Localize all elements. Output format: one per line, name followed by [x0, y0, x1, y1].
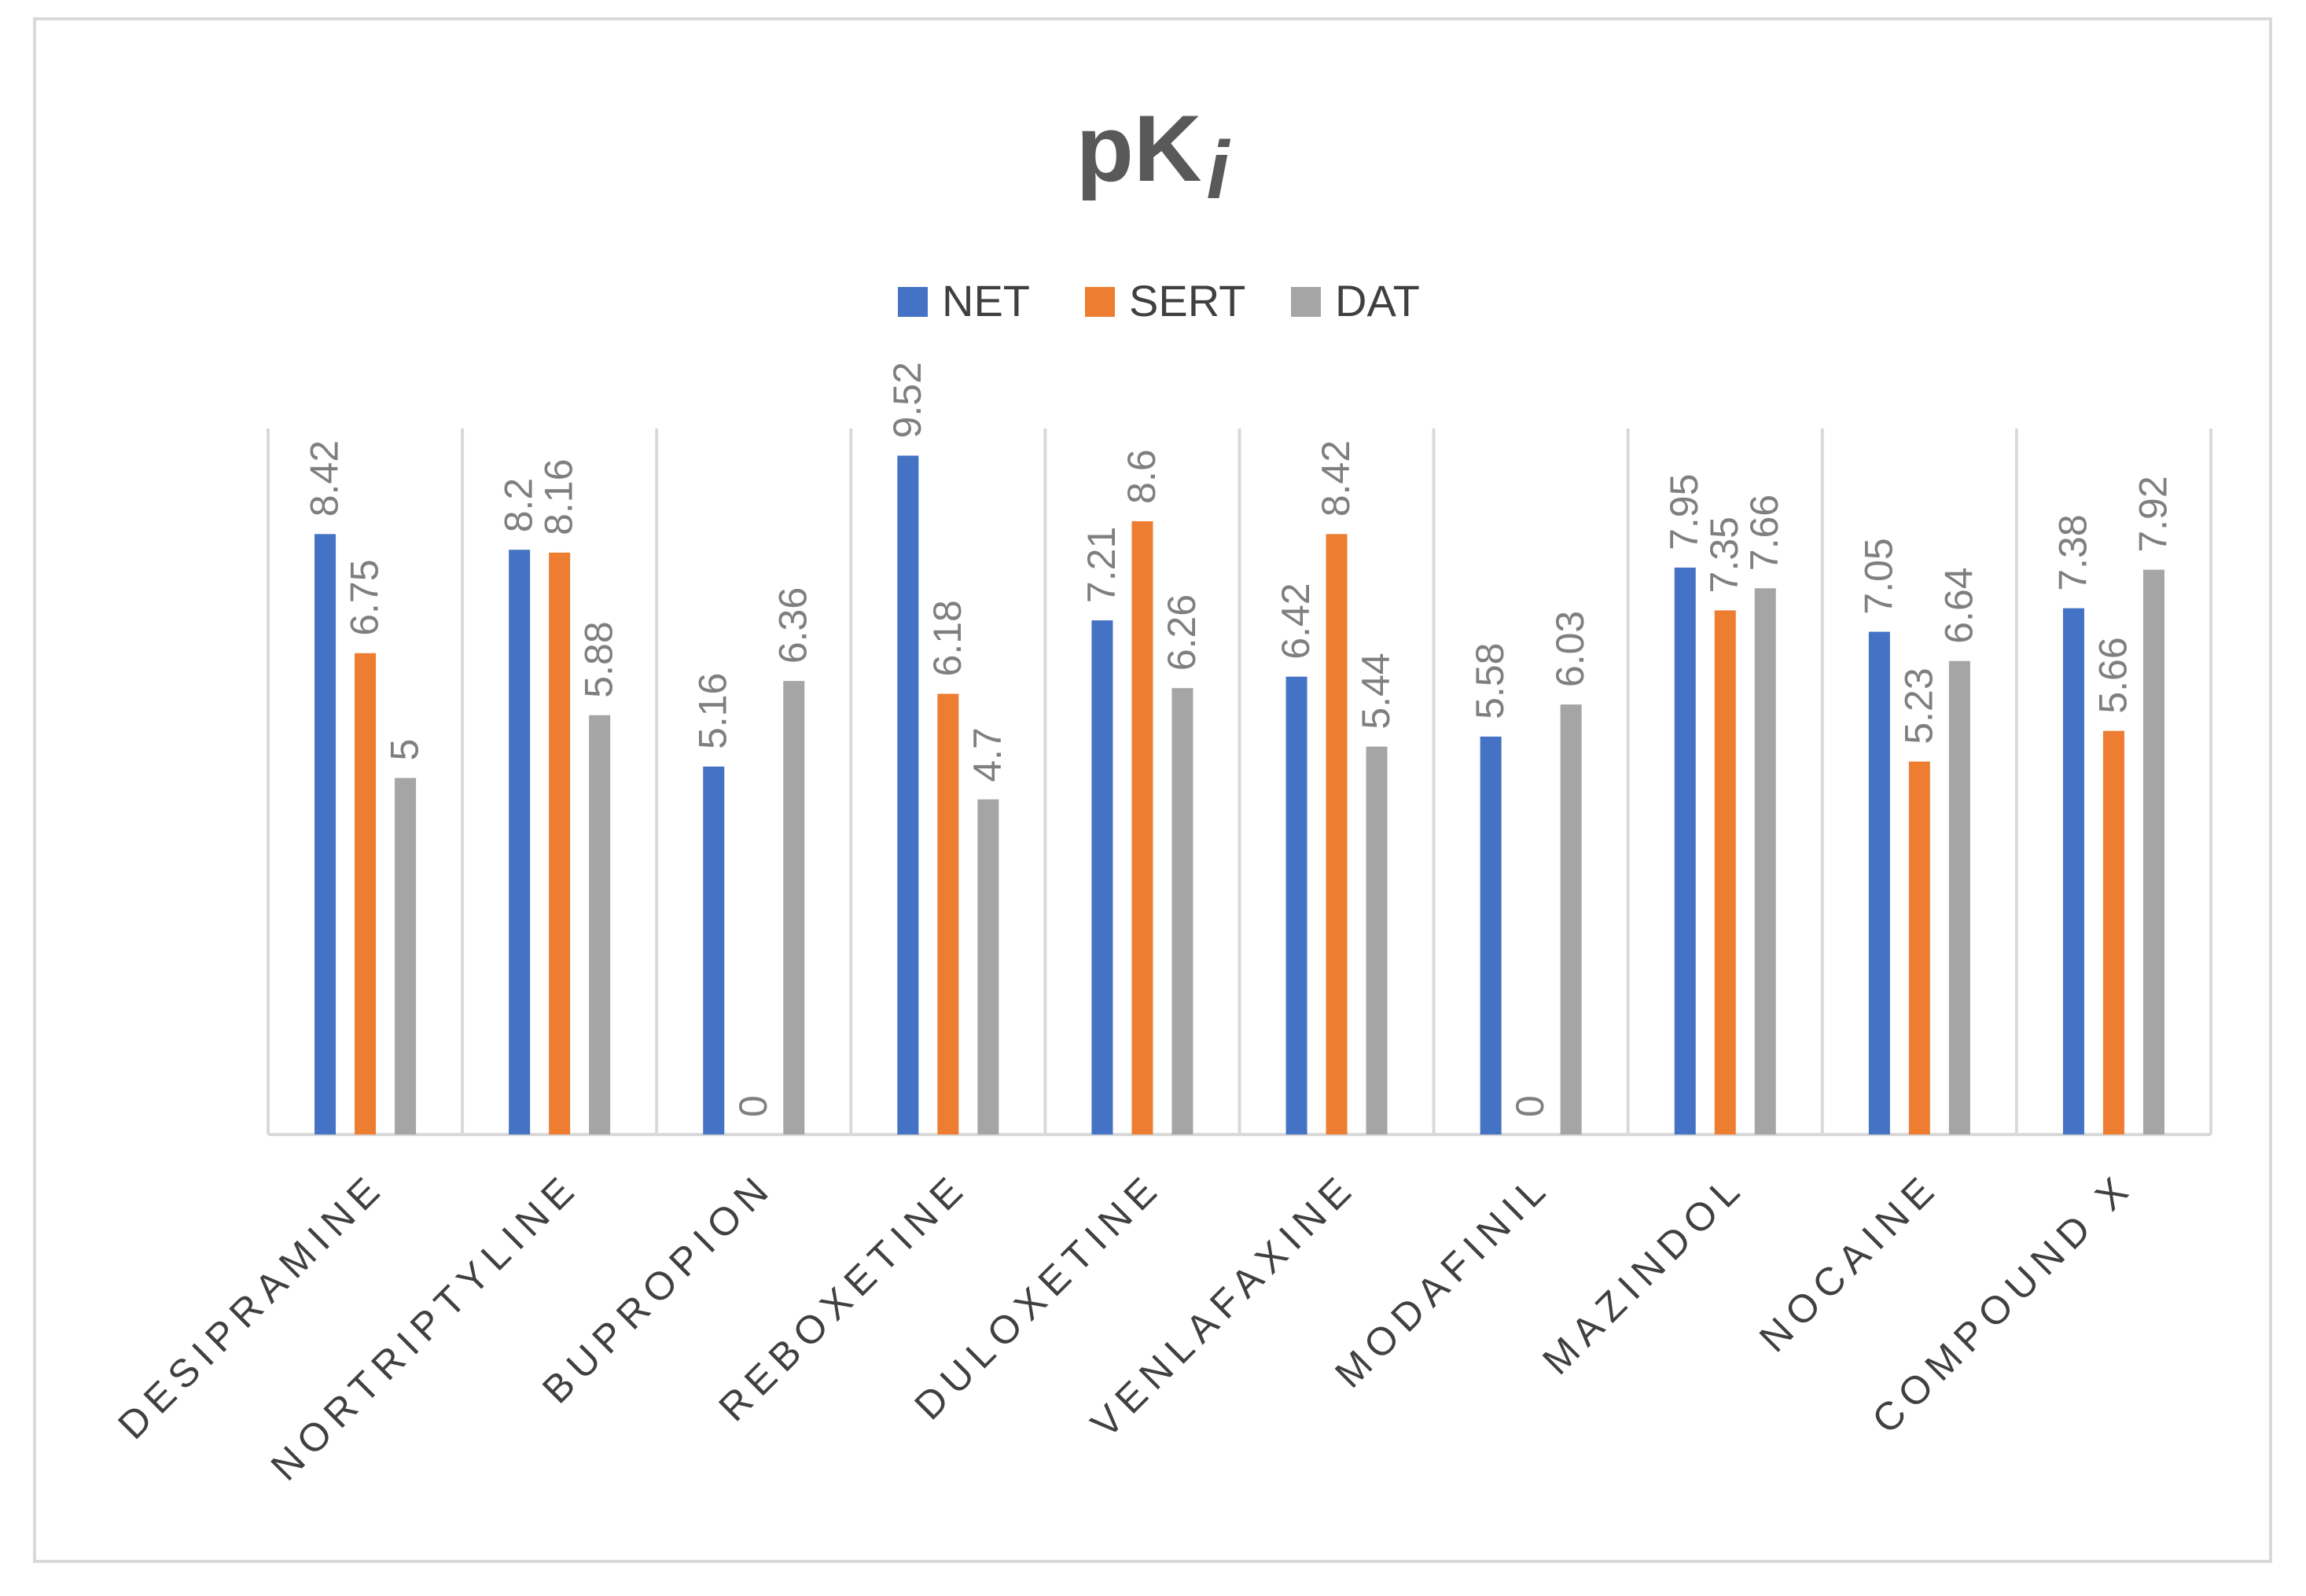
data-label-net-nocaine: 7.05: [1856, 538, 1900, 614]
data-label-net-desipramine: 8.42: [303, 440, 347, 517]
bars: [314, 455, 2164, 1134]
bar-dat-mazindol: [1754, 588, 1776, 1134]
bar-sert-mazindol: [1714, 610, 1736, 1134]
data-label-sert-nocaine: 5.23: [1896, 667, 1940, 744]
category-label-nocaine: NOCAINE: [1751, 1164, 1947, 1360]
bar-sert-reboxetine: [937, 693, 959, 1134]
bar-sert-nortriptyline: [549, 552, 571, 1134]
data-label-sert-compound-x: 5.66: [2091, 637, 2135, 713]
bar-sert-desipramine: [355, 653, 377, 1134]
data-label-net-compound-x: 7.38: [2050, 514, 2095, 590]
data-label-net-reboxetine: 9.52: [885, 362, 929, 438]
bar-net-desipramine: [314, 534, 337, 1134]
bar-dat-reboxetine: [977, 799, 999, 1134]
data-label-dat-reboxetine: 4.7: [965, 727, 1010, 782]
data-label-dat-duloxetine: 6.26: [1160, 594, 1204, 671]
data-label-sert-reboxetine: 6.18: [925, 600, 969, 676]
data-label-dat-compound-x: 7.92: [2131, 476, 2175, 552]
chart-title-main: pK: [1076, 96, 1202, 201]
bar-net-nocaine: [1868, 631, 1890, 1134]
data-label-sert-duloxetine: 8.6: [1120, 449, 1164, 504]
data-label-sert-desipramine: 6.75: [343, 559, 387, 635]
bar-sert-compound-x: [2102, 730, 2124, 1134]
legend-label-dat: DAT: [1335, 276, 1420, 325]
data-label-net-nortriptyline: 8.2: [497, 478, 541, 533]
data-label-net-mazindol: 7.95: [1662, 474, 1706, 550]
bar-sert-duloxetine: [1131, 520, 1153, 1134]
data-label-sert-mazindol: 7.35: [1702, 517, 1746, 593]
legend-swatch-sert: [1085, 287, 1115, 317]
data-label-dat-nocaine: 6.64: [1936, 567, 1981, 643]
chart-title-subscript: i: [1207, 125, 1231, 216]
data-label-sert-nortriptyline: 8.16: [537, 459, 581, 535]
data-label-dat-bupropion: 6.36: [771, 587, 815, 664]
data-label-net-modafinil: 5.58: [1468, 643, 1512, 719]
data-label-dat-venlafaxine: 5.44: [1354, 653, 1398, 729]
data-labels: 8.42 6.75 5 8.28.16 5.88 5.16 0 6.36 9.52 6.18 4.7…: [303, 362, 2175, 1117]
chart-title: pKi: [1076, 96, 1231, 216]
bar-sert-nocaine: [1908, 761, 1930, 1134]
bar-dat-nocaine: [1948, 660, 1970, 1134]
bar-net-nortriptyline: [509, 550, 531, 1134]
data-label-dat-mazindol: 7.66: [1742, 495, 1786, 571]
legend-swatch-net: [898, 287, 928, 317]
category-label-modafinil: MODAFINIL: [1326, 1164, 1559, 1396]
data-label-dat-modafinil: 6.03: [1548, 611, 1592, 687]
data-label-dat-nortriptyline: 5.88: [577, 621, 621, 697]
legend-swatch-dat: [1291, 287, 1321, 317]
data-label-sert-bupropion: 0: [731, 1095, 775, 1117]
data-label-sert-venlafaxine: 8.42: [1314, 440, 1358, 517]
bar-net-duloxetine: [1091, 620, 1113, 1134]
legend-label-sert: SERT: [1129, 276, 1245, 325]
category-label-mazindol: MAZINDOL: [1534, 1164, 1753, 1383]
bar-dat-bupropion: [783, 681, 805, 1134]
bar-net-bupropion: [703, 766, 725, 1134]
category-label-nortriptyline: NORTRIPTYLINE: [263, 1164, 588, 1489]
bar-dat-compound-x: [2142, 569, 2164, 1134]
data-label-net-bupropion: 5.16: [691, 673, 735, 749]
bar-dat-modafinil: [1560, 704, 1582, 1134]
data-label-dat-desipramine: 5: [383, 739, 427, 761]
bar-sert-venlafaxine: [1326, 534, 1348, 1134]
bar-net-venlafaxine: [1285, 676, 1307, 1134]
bar-dat-nortriptyline: [589, 715, 611, 1134]
data-label-net-venlafaxine: 6.42: [1274, 583, 1318, 659]
bar-net-modafinil: [1480, 736, 1502, 1134]
bar-net-compound-x: [2062, 608, 2084, 1134]
data-label-sert-modafinil: 0: [1508, 1095, 1552, 1117]
bar-dat-duloxetine: [1171, 688, 1193, 1134]
legend-label-net: NET: [942, 276, 1030, 325]
bar-net-reboxetine: [897, 455, 919, 1134]
gridlines: [267, 428, 2212, 1136]
bar-dat-venlafaxine: [1366, 746, 1388, 1134]
category-labels: DESIPRAMINENORTRIPTYLINEBUPROPIONREBOXET…: [109, 1164, 2142, 1489]
bar-dat-desipramine: [395, 778, 417, 1134]
data-label-net-duloxetine: 7.21: [1079, 527, 1124, 603]
legend: NET SERT DAT: [898, 276, 1420, 325]
bar-net-mazindol: [1674, 567, 1696, 1134]
